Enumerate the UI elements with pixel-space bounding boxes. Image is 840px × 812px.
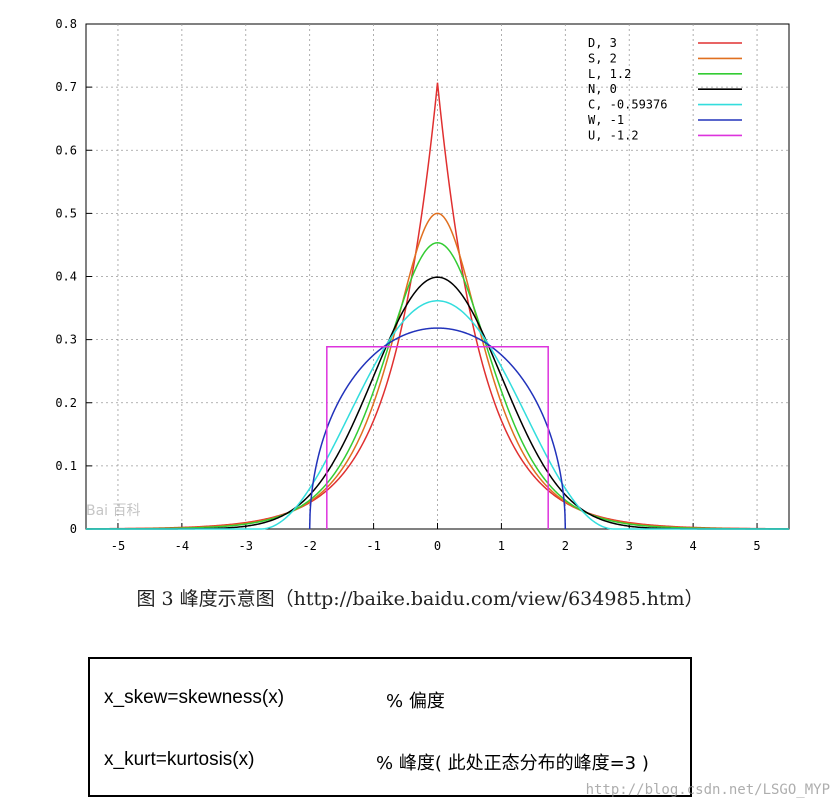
x-tick-labels: -5 -4 -3 -2 -1 0 1 2 3 4 5: [111, 539, 761, 553]
y-tick-label: 0: [70, 522, 77, 536]
x-tick-label: 2: [562, 539, 569, 553]
curve-U: [326, 346, 549, 529]
y-tick-label: 0.4: [55, 270, 77, 284]
curve-L: [86, 242, 789, 530]
blog-url-watermark: http://blog.csdn.net/LSGO_MYP: [585, 782, 830, 798]
legend-label-D: D, 3: [588, 36, 617, 50]
x-tick-label: -5: [111, 539, 125, 553]
comment-skewness: % 偏度: [386, 691, 445, 712]
y-tick-label: 0.2: [55, 396, 77, 410]
y-tick-label: 0.8: [55, 17, 77, 31]
comment-kurtosis: % 峰度( 此处正态分布的峰度=3 ): [376, 753, 649, 774]
legend-label-U: U, -1.2: [588, 128, 639, 142]
curves: [86, 82, 789, 530]
code-line-kurtosis: x_kurt=kurtosis(x): [104, 749, 255, 770]
x-tick-label: -3: [239, 539, 253, 553]
y-tick-label: 0.5: [55, 206, 77, 220]
legend-label-S: S, 2: [588, 51, 617, 65]
x-tick-label: -1: [366, 539, 380, 553]
curve-W: [308, 327, 567, 530]
figure-caption: 图 3 峰度示意图（http://baike.baidu.com/view/63…: [136, 588, 704, 610]
legend-label-L: L, 1.2: [588, 67, 631, 81]
x-tick-label: 0: [434, 539, 441, 553]
x-tick-label: -2: [302, 539, 316, 553]
y-tick-label: 0.3: [55, 333, 77, 347]
legend-label-C: C, -0.59376: [588, 98, 667, 112]
curve-C: [86, 300, 789, 530]
legend-label-W: W, -1: [588, 113, 624, 127]
x-tick-label: 3: [626, 539, 633, 553]
y-tick-label: 0.6: [55, 143, 77, 157]
y-tick-label: 0.7: [55, 80, 77, 94]
x-tick-label: -4: [175, 539, 189, 553]
legend-label-N: N, 0: [588, 82, 617, 96]
y-tick-labels: 0 0.1 0.2 0.3 0.4 0.5 0.6 0.7 0.8: [55, 17, 77, 536]
x-tick-label: 4: [690, 539, 697, 553]
code-line-skewness: x_skew=skewness(x): [104, 687, 285, 708]
y-tick-label: 0.1: [55, 459, 77, 473]
x-tick-label: 5: [753, 539, 760, 553]
kurtosis-chart: -5 -4 -3 -2 -1 0 1 2 3 4 5 00.10.20.30.40.50.60.70…: [55, 17, 790, 553]
x-tick-label: 1: [498, 539, 505, 553]
baike-watermark: Bai 百科: [86, 503, 141, 519]
code-box: x_skew=skewness(x) % 偏度 x_kurt=kurtosis(…: [88, 657, 692, 797]
